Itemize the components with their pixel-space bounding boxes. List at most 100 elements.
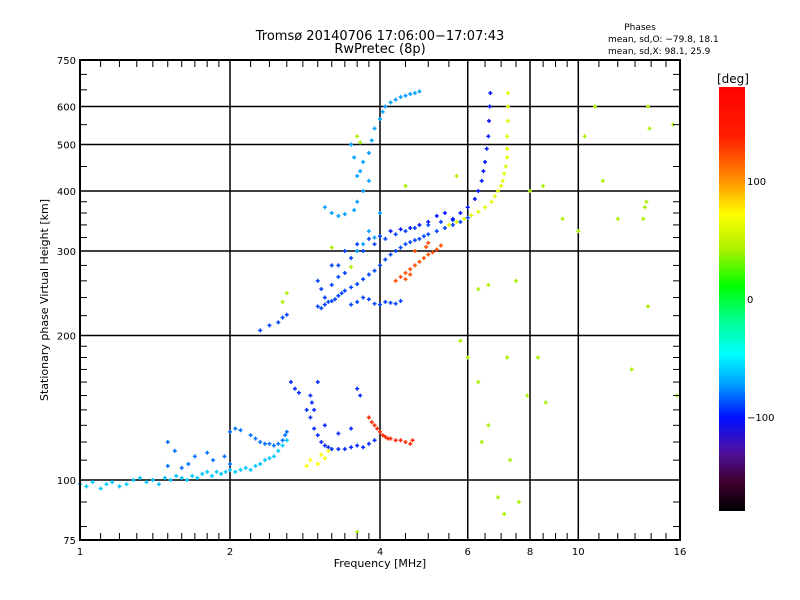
data-point: [253, 436, 258, 441]
data-point: [98, 486, 103, 491]
data-point: [168, 478, 173, 483]
y-tick-label: 75: [63, 536, 76, 547]
data-point: [358, 393, 363, 398]
data-point: [412, 226, 417, 231]
data-point: [352, 155, 357, 160]
data-point: [458, 219, 463, 224]
data-point: [403, 242, 408, 247]
data-point: [267, 323, 272, 328]
data-point: [349, 256, 354, 261]
data-point: [336, 293, 341, 298]
data-point: [205, 469, 210, 474]
data-point: [253, 463, 258, 468]
data-point: [90, 480, 95, 485]
data-point: [288, 380, 293, 385]
data-point: [165, 463, 170, 468]
data-point: [372, 438, 377, 443]
data-point: [417, 89, 422, 94]
data-point: [349, 426, 354, 431]
data-point: [186, 461, 191, 466]
data-point: [408, 92, 413, 97]
data-point: [284, 429, 289, 434]
data-point: [179, 475, 184, 480]
data-point: [276, 441, 281, 446]
data-point: [156, 482, 161, 487]
data-point: [349, 445, 354, 450]
data-point: [476, 380, 481, 385]
data-point: [355, 249, 360, 254]
colorbar-ticks: 100 0 −100: [747, 177, 774, 424]
data-point: [144, 480, 149, 485]
data-point: [378, 117, 382, 122]
data-point: [403, 277, 408, 282]
data-point: [117, 484, 122, 489]
data-point: [481, 169, 486, 174]
data-point: [499, 183, 504, 188]
data-point: [366, 441, 371, 446]
data-point: [329, 447, 334, 452]
data-point: [369, 420, 374, 425]
data-point: [403, 229, 408, 234]
data-point: [104, 482, 109, 487]
data-point: [361, 249, 366, 254]
data-point: [372, 126, 377, 131]
data-point: [319, 287, 324, 292]
data-point: [372, 301, 377, 306]
data-point: [472, 197, 477, 202]
y-axis-label: Stationary phase Virtual Height [km]: [38, 199, 51, 401]
axes: 1 2 4 6 8 10 16 75 100 200 300 400 500 600 750: [57, 56, 686, 558]
data-point: [228, 467, 232, 472]
data-point: [349, 264, 354, 269]
data-point: [450, 222, 455, 227]
data-point: [366, 151, 371, 156]
data-point: [380, 433, 385, 438]
data-point: [393, 249, 398, 254]
data-point: [174, 473, 179, 478]
data-point: [280, 315, 285, 320]
grid-lines: [80, 60, 680, 540]
data-point: [309, 400, 314, 405]
data-point: [233, 469, 238, 474]
data-point: [322, 456, 327, 461]
data-point: [434, 247, 439, 252]
data-point: [366, 178, 371, 183]
data-point: [304, 407, 309, 412]
data-point: [378, 429, 382, 434]
data-point: [329, 282, 334, 287]
data-point: [403, 93, 408, 98]
data-point: [424, 244, 429, 249]
data-point: [412, 238, 417, 243]
data-point: [505, 91, 510, 96]
data-point: [516, 499, 521, 504]
data-point: [209, 473, 214, 478]
data-point: [366, 415, 371, 420]
data-point: [283, 433, 288, 438]
data-point: [487, 118, 492, 123]
data-point: [505, 104, 510, 109]
data-point: [442, 226, 447, 231]
data-point: [366, 272, 371, 277]
data-point: [172, 448, 177, 453]
data-point: [505, 146, 510, 151]
data-point: [378, 263, 382, 268]
data-point: [280, 299, 285, 304]
data-point: [454, 219, 459, 224]
data-point: [319, 306, 324, 311]
data-point: [398, 274, 403, 279]
data-point: [342, 212, 347, 217]
data-point: [543, 400, 548, 405]
data-point: [495, 495, 500, 500]
data-point: [329, 299, 334, 304]
data-point: [336, 274, 341, 279]
data-point: [412, 263, 417, 268]
data-point: [349, 142, 354, 147]
data-point: [408, 240, 413, 245]
data-point: [342, 249, 347, 254]
data-point: [417, 236, 422, 241]
data-point: [223, 469, 228, 474]
data-point: [322, 443, 327, 448]
data-point: [326, 299, 331, 304]
data-point: [192, 454, 197, 459]
data-point: [505, 355, 510, 360]
data-point: [375, 426, 380, 431]
